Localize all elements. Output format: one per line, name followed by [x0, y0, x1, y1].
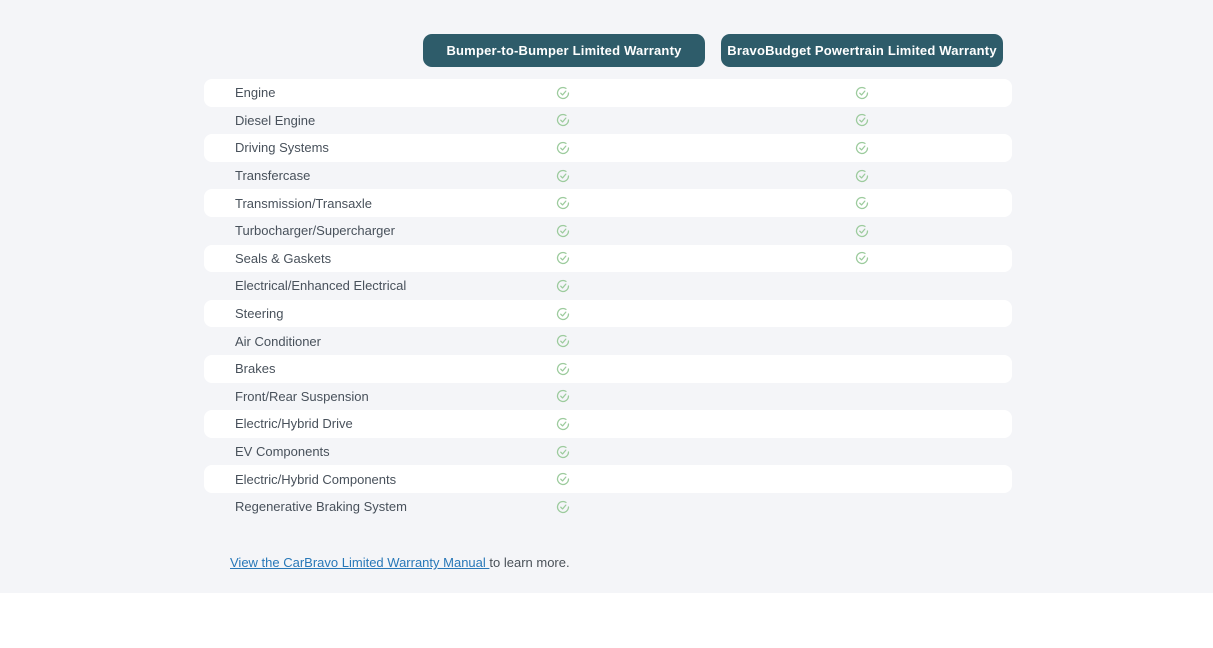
component-label: Seals & Gaskets: [235, 250, 332, 266]
component-label: EV Components: [235, 444, 330, 460]
component-label: Electrical/Enhanced Electrical: [235, 278, 407, 294]
table-row: Electric/Hybrid Drive: [204, 410, 1012, 438]
table-row: Seals & Gaskets: [204, 244, 1012, 273]
column-header-bumper-to-bumper: Bumper-to-Bumper Limited Warranty: [423, 34, 705, 67]
column-header-bravobudget-powertrain: BravoBudget Powertrain Limited Warranty: [721, 34, 1003, 67]
warranty-comparison-section: Bumper-to-Bumper Limited Warranty BravoB…: [0, 0, 1213, 593]
check-circle-icon: [556, 472, 570, 486]
table-row: EV Components: [204, 438, 1012, 466]
component-label: Front/Rear Suspension: [235, 388, 369, 404]
table-row: Driving Systems: [204, 134, 1012, 162]
check-circle-icon: [855, 251, 869, 265]
component-label: Engine: [235, 85, 276, 101]
table-row: Diesel Engine: [204, 107, 1012, 135]
check-circle-icon: [855, 113, 869, 127]
check-circle-icon: [556, 251, 570, 265]
component-label: Air Conditioner: [235, 333, 321, 349]
check-circle-icon: [556, 362, 570, 376]
check-circle-icon: [855, 196, 869, 210]
check-circle-icon: [556, 86, 570, 100]
warranty-footnote: View the CarBravo Limited Warranty Manua…: [230, 555, 570, 570]
table-row: Brakes: [204, 354, 1012, 383]
component-label: Brakes: [235, 361, 276, 377]
component-label: Steering: [235, 306, 284, 322]
table-row: Transfercase: [204, 162, 1012, 190]
table-row: Transmission/Transaxle: [204, 189, 1012, 217]
check-circle-icon: [556, 141, 570, 155]
check-circle-icon: [556, 113, 570, 127]
check-circle-icon: [556, 417, 570, 431]
table-row: Engine: [204, 79, 1012, 107]
table-row: Regenerative Braking System: [204, 493, 1012, 521]
check-circle-icon: [855, 169, 869, 183]
table-row: Steering: [204, 299, 1012, 328]
coverage-table: Engine Diesel Engine: [204, 79, 1012, 521]
table-row: Electrical/Enhanced Electrical: [204, 272, 1012, 300]
check-circle-icon: [556, 279, 570, 293]
component-label: Electric/Hybrid Components: [235, 471, 397, 487]
check-circle-icon: [556, 196, 570, 210]
component-label: Transmission/Transaxle: [235, 195, 373, 211]
warranty-manual-link[interactable]: View the CarBravo Limited Warranty Manua…: [230, 555, 490, 570]
table-row: Air Conditioner: [204, 327, 1012, 355]
check-circle-icon: [855, 86, 869, 100]
check-circle-icon: [556, 389, 570, 403]
component-label: Driving Systems: [235, 140, 329, 156]
check-circle-icon: [556, 307, 570, 321]
check-circle-icon: [855, 224, 869, 238]
check-circle-icon: [556, 169, 570, 183]
check-circle-icon: [556, 445, 570, 459]
component-label: Regenerative Braking System: [235, 499, 407, 515]
check-circle-icon: [556, 500, 570, 514]
footnote-suffix: to learn more.: [489, 555, 570, 570]
component-label: Turbocharger/Supercharger: [235, 223, 395, 239]
component-label: Diesel Engine: [235, 112, 316, 128]
table-row: Electric/Hybrid Components: [204, 465, 1012, 493]
check-circle-icon: [556, 224, 570, 238]
component-label: Transfercase: [235, 168, 311, 184]
component-label: Electric/Hybrid Drive: [235, 416, 353, 432]
check-circle-icon: [855, 141, 869, 155]
table-row: Turbocharger/Supercharger: [204, 217, 1012, 245]
check-circle-icon: [556, 334, 570, 348]
table-row: Front/Rear Suspension: [204, 383, 1012, 411]
warranty-column-headers: Bumper-to-Bumper Limited Warranty BravoB…: [423, 34, 1003, 67]
